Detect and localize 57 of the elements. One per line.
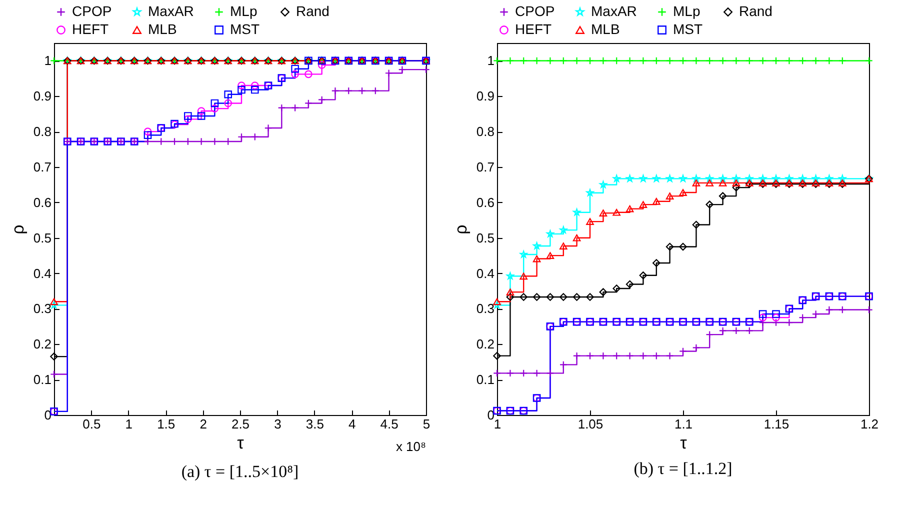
y-tick-label: 0.1 — [476, 372, 494, 388]
x-tick-label: 3 — [274, 416, 282, 432]
legend-label: MST — [673, 21, 703, 37]
x-tick-label: 1.1 — [674, 416, 693, 432]
x-tick-label: 2 — [200, 416, 207, 432]
legend-label: MLp — [673, 3, 700, 19]
legend-label: MLB — [148, 21, 177, 37]
y-axis-title: ρ — [8, 224, 28, 234]
x-tick-label: 1.15 — [764, 416, 790, 432]
x-tick-label: 2.5 — [231, 416, 250, 432]
x-tick-label: 3.5 — [306, 416, 324, 432]
y-tick-label: 1 — [44, 53, 52, 68]
y-tick-label: 0.8 — [33, 124, 52, 140]
legend-label: HEFT — [72, 21, 109, 37]
y-tick-label: 0.7 — [476, 160, 494, 174]
x-axis-title: τ — [680, 434, 688, 452]
y-tick-label: 0.2 — [476, 336, 494, 352]
x-tick-label: 5 — [422, 416, 430, 432]
legend-label: HEFT — [515, 21, 552, 37]
x-tick-label: 1 — [125, 416, 133, 432]
x-tick-label: 0.5 — [82, 416, 101, 432]
x-axis-title: τ — [237, 434, 244, 452]
y-tick-label: 0.5 — [476, 230, 494, 246]
y-tick-label: 0.2 — [33, 336, 52, 352]
legend-label: MaxAR — [591, 3, 637, 19]
legend-label: CPOP — [515, 3, 555, 19]
y-tick-label: 0.8 — [476, 124, 494, 140]
legend-label: Rand — [296, 3, 330, 19]
text: x 10⁸ — [396, 439, 426, 454]
legend-label: Rand — [739, 3, 772, 19]
y-tick-label: 0.5 — [33, 230, 52, 246]
y-tick-label: 0.3 — [33, 301, 52, 316]
y-tick-label: 0.6 — [476, 194, 494, 210]
y-tick-label: 0.6 — [33, 194, 52, 210]
y-tick-label: 0 — [487, 408, 494, 422]
legend-label: MST — [230, 21, 260, 37]
y-axis-title: ρ — [451, 224, 470, 234]
legend-label: CPOP — [72, 3, 112, 19]
y-tick-label: 0.4 — [33, 266, 52, 281]
legend-label: MLp — [230, 3, 258, 19]
x-tick-label: 4.5 — [380, 416, 398, 432]
y-tick-label: 0.1 — [33, 372, 52, 388]
y-tick-label: 0.4 — [476, 266, 494, 281]
text: (b) τ = [1..1.2] — [634, 459, 732, 478]
y-tick-label: 0 — [44, 408, 52, 422]
x-tick-label: 1.2 — [860, 416, 879, 432]
x-tick-label: 1.05 — [578, 416, 604, 432]
y-tick-label: 0.9 — [33, 88, 52, 104]
legend-label: MLB — [591, 21, 620, 37]
y-tick-label: 0.7 — [33, 160, 52, 174]
legend-label: MaxAR — [148, 3, 194, 19]
text: (a) τ = [1..5×10⁸] — [181, 462, 299, 481]
y-tick-label: 1 — [487, 53, 494, 68]
y-tick-label: 0.3 — [476, 301, 494, 316]
x-tick-label: 1.5 — [157, 416, 176, 432]
y-tick-label: 0.9 — [476, 88, 494, 104]
x-tick-label: 4 — [348, 416, 356, 432]
